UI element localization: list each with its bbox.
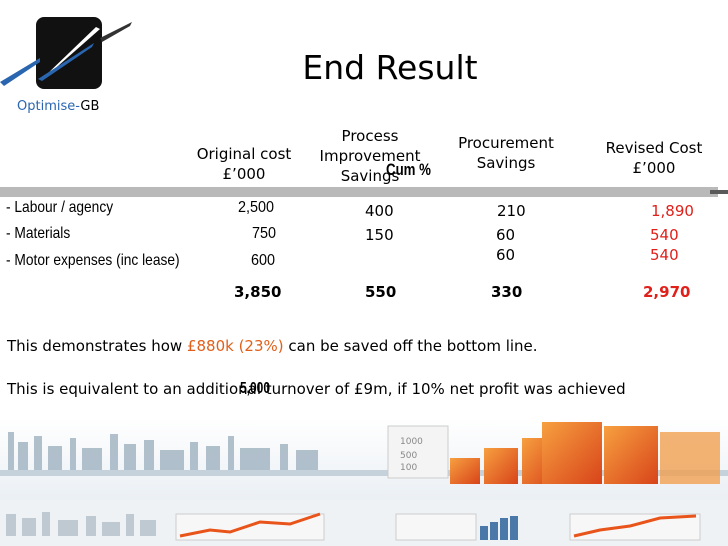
row-label: - Motor expenses (inc lease) <box>6 252 180 269</box>
divider-cap <box>710 190 728 194</box>
cell-process: 150 <box>365 226 394 244</box>
total-procurement: 330 <box>491 283 523 301</box>
summary-line-2: This is equivalent to an additional turn… <box>7 380 626 398</box>
row-label: - Materials <box>6 225 71 242</box>
brand-name: Optimise-GB <box>17 99 100 114</box>
header-procurement-savings: Procurement Savings <box>458 134 554 172</box>
decorative-chart-strip: 1000 500 100 <box>0 418 728 546</box>
cell-revised: 540 <box>650 226 679 244</box>
chart-tick-label: 1000 <box>400 437 423 447</box>
row-label: - Labour / agency <box>6 199 114 216</box>
swoosh-tail-icon <box>0 58 40 86</box>
logo <box>36 17 102 89</box>
divider <box>0 187 718 197</box>
summary-line-1: This demonstrates how £880k (23%) can be… <box>7 337 538 355</box>
header-process-savings: Process Improvement Savings <box>319 127 421 185</box>
cell-revised: 1,890 <box>651 202 694 220</box>
cum-percent-label: Cum % <box>386 160 431 179</box>
header-original-cost: Original cost £’000 <box>196 145 292 183</box>
cell-revised: 540 <box>650 246 679 264</box>
chart-tick-label: 500 <box>400 451 417 461</box>
cell-procurement: 60 <box>496 246 516 264</box>
swoosh-tip-icon <box>100 22 132 42</box>
cell-process: 400 <box>365 202 394 220</box>
chart-tick-label: 100 <box>400 463 417 473</box>
cell-procurement: 210 <box>497 202 526 220</box>
five-thousand-label: 5,000 <box>240 380 271 397</box>
cell-procurement: 60 <box>496 226 516 244</box>
cell-original: 2,500 <box>238 199 275 216</box>
cell-original: 750 <box>252 225 277 242</box>
total-process: 550 <box>365 283 397 301</box>
page-title: End Result <box>302 48 478 87</box>
cell-original: 600 <box>251 252 276 269</box>
decorative-bar-chart: 1000 500 100 <box>387 422 720 484</box>
header-revised-cost: Revised Cost £’000 <box>605 139 703 177</box>
swoosh-icon <box>38 27 100 81</box>
total-original: 3,850 <box>234 283 282 301</box>
total-revised: 2,970 <box>643 283 691 301</box>
